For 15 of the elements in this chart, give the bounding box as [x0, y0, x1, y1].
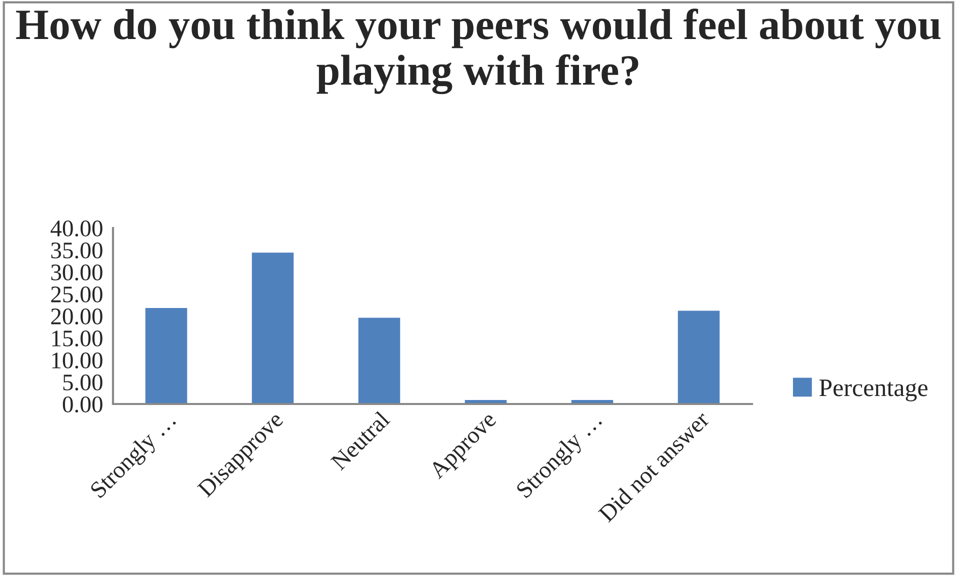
y-tick-label: 30.00	[51, 264, 102, 281]
y-tick-label: 35.00	[51, 242, 102, 259]
y-tick-label: 15.00	[52, 330, 102, 347]
bar	[144, 307, 188, 404]
bar	[677, 310, 720, 404]
chart-title: How do you think your peers would feel about you playing with fire?	[16, 8, 940, 94]
y-tick-label: 0.00	[62, 396, 102, 413]
bar	[358, 316, 401, 404]
legend-label: Percentage	[819, 380, 928, 402]
bar	[251, 252, 294, 404]
y-tick-label: 10.00	[52, 352, 102, 369]
y-tick-label: 5.00	[63, 374, 102, 391]
y-tick-label: 40.00	[50, 220, 102, 237]
y-tick-label: 25.00	[51, 286, 102, 303]
y-tick-label: 20.00	[51, 308, 102, 325]
